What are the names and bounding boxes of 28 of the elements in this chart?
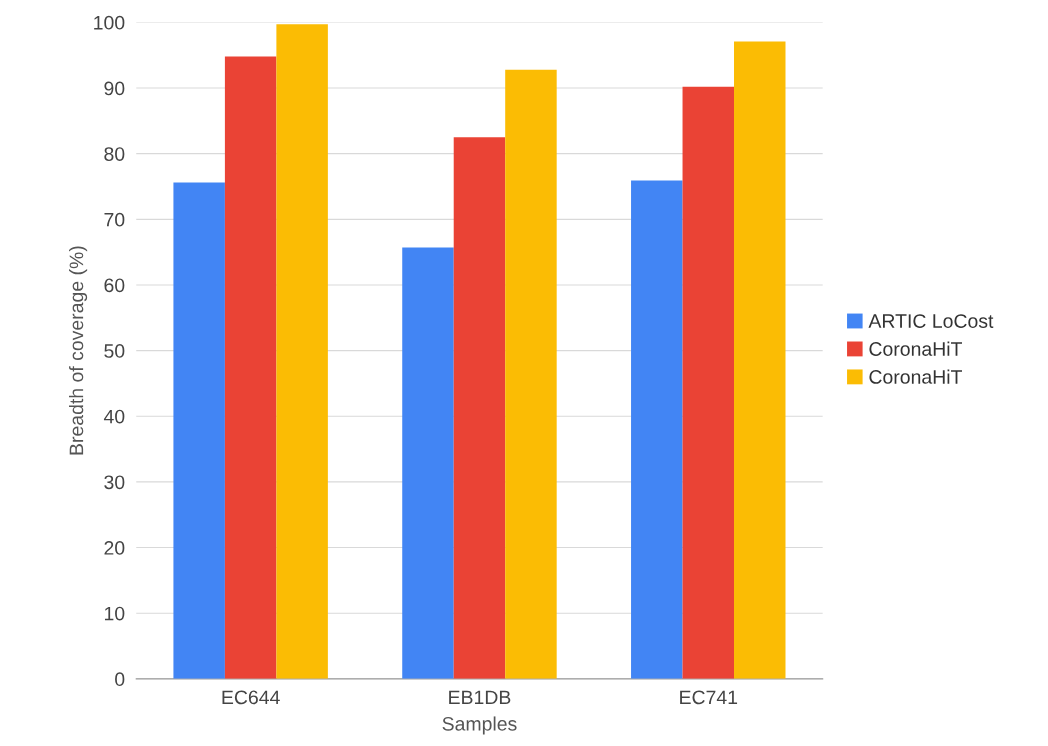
y-tick-label: 50 bbox=[104, 344, 125, 358]
bar bbox=[734, 41, 786, 679]
bar bbox=[402, 247, 454, 679]
legend-label: ARTIC LoCost bbox=[868, 314, 994, 328]
bar bbox=[224, 56, 277, 679]
legend-label: CoronaHiT bbox=[869, 369, 962, 384]
y-tick-label: 10 bbox=[104, 606, 125, 621]
bar bbox=[276, 24, 328, 679]
y-tick-label: 90 bbox=[104, 81, 125, 96]
x-tick-label: EB1DB bbox=[449, 690, 511, 705]
y-tick-label: 40 bbox=[103, 409, 125, 424]
bar bbox=[453, 137, 506, 679]
y-tick-label: 70 bbox=[104, 212, 125, 227]
y-tick-label: 0 bbox=[115, 672, 125, 687]
y-tick-label: 30 bbox=[104, 475, 125, 490]
x-axis-title: Samples bbox=[442, 716, 517, 735]
x-tick-label: EC644 bbox=[222, 690, 280, 705]
bar bbox=[631, 180, 683, 679]
y-tick-label: 20 bbox=[104, 541, 125, 555]
bar bbox=[173, 182, 225, 679]
y-tick-label: 60 bbox=[104, 278, 125, 293]
bar bbox=[505, 69, 557, 679]
x-tick-label: EC741 bbox=[680, 690, 738, 705]
bar bbox=[682, 86, 735, 679]
y-tick-label: 100 bbox=[94, 15, 125, 30]
legend-label: CoronaHiT bbox=[869, 341, 962, 356]
y-tick-label: 80 bbox=[104, 147, 125, 161]
y-axis-title: Breadth of coverage (%) bbox=[69, 246, 88, 455]
